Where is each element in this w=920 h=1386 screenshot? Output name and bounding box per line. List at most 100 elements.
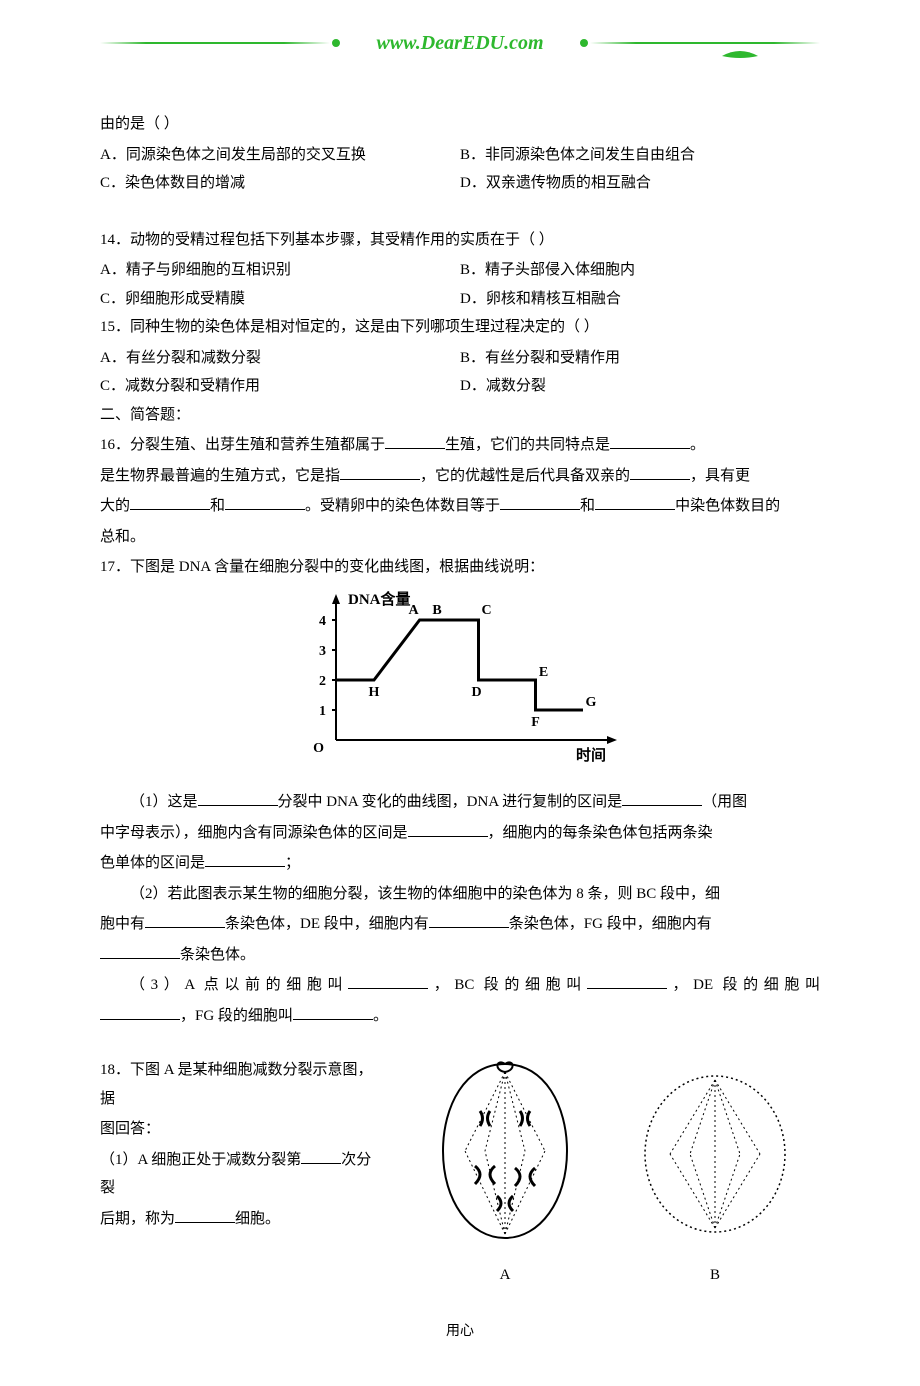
q16-line4: 总和。	[100, 523, 820, 552]
q17-chart: 1234ODNA含量时间HABCDEFG	[100, 590, 820, 781]
q16-t9: 。受精卵中的染色体数目等于	[305, 498, 500, 514]
blank	[408, 821, 488, 837]
blank	[175, 1207, 235, 1223]
q17-p3: （3）A 点以前的细胞叫 ，BC 段的细胞叫 ，DE 段的细胞叫	[100, 971, 820, 1000]
q17-p2b: 胞中有条染色体，DE 段中，细胞内有条染色体，FG 段中，细胞内有	[100, 910, 820, 939]
blank	[622, 790, 702, 806]
q16-t8: 和	[210, 498, 225, 514]
q15-opt-b: B．有丝分裂和受精作用	[460, 344, 820, 373]
q16-t1: 16．分裂生殖、出芽生殖和营养生殖都属于	[100, 437, 385, 453]
blank	[145, 912, 225, 928]
blank	[630, 464, 690, 480]
section-2-title: 二、简答题：	[100, 401, 820, 430]
q15-opt-c: C．减数分裂和受精作用	[100, 372, 460, 401]
t: 后期，称为	[100, 1211, 175, 1227]
leaf-icon	[720, 50, 760, 62]
t: 分裂中 DNA 变化的曲线图，DNA 进行复制的区间是	[278, 794, 623, 810]
header-rule-right	[590, 42, 820, 44]
blank	[198, 790, 278, 806]
q17-intro: 17．下图是 DNA 含量在细胞分裂中的变化曲线图，根据曲线说明：	[100, 553, 820, 582]
t: 。	[373, 1008, 388, 1024]
svg-text:H: H	[369, 685, 380, 700]
t: 中字母表示），细胞内含有同源染色体的区间是	[100, 825, 408, 841]
cell-b-label: B	[635, 1261, 795, 1290]
svg-text:G: G	[586, 695, 597, 710]
t: 条染色体。	[180, 947, 255, 963]
q14-opt-b: B．精子头部侵入体细胞内	[460, 256, 820, 285]
q15-opt-a: A．有丝分裂和减数分裂	[100, 344, 460, 373]
q18-p1: （1）A 细胞正处于减数分裂第次分裂	[100, 1146, 380, 1203]
q13-opt-c: C．染色体数目的增减	[100, 169, 460, 198]
t: 色单体的区间是	[100, 855, 205, 871]
q17-p3b: ，FG 段的细胞叫 。	[100, 1002, 820, 1031]
q13-opt-a: A．同源染色体之间发生局部的交叉互换	[100, 141, 460, 170]
svg-text:4: 4	[319, 614, 326, 629]
cell-b-svg	[635, 1066, 795, 1246]
svg-text:D: D	[471, 685, 481, 700]
q14-opt-c: C．卵细胞形成受精膜	[100, 285, 460, 314]
q16-line2: 是生物界最普遍的生殖方式，它是指，它的优越性是后代具备双亲的，具有更	[100, 462, 820, 491]
q18-text: 18．下图 A 是某种细胞减数分裂示意图，据 图回答： （1）A 细胞正处于减数…	[100, 1056, 380, 1235]
dna-chart-svg: 1234ODNA含量时间HABCDEFG	[300, 590, 620, 770]
document-body: 由的是（ ） A．同源染色体之间发生局部的交叉互换 B．非同源染色体之间发生自由…	[100, 110, 820, 1346]
t: 胞中有	[100, 916, 145, 932]
page-header: www.DearEDU.com	[100, 20, 820, 70]
q13-opt-d: D．双亲遗传物质的相互融合	[460, 169, 820, 198]
q13-opt-b: B．非同源染色体之间发生自由组合	[460, 141, 820, 170]
svg-text:A: A	[409, 603, 420, 618]
q14-stem: 14．动物的受精过程包括下列基本步骤，其受精作用的实质在于（ ）	[100, 226, 820, 255]
q18-intro: 18．下图 A 是某种细胞减数分裂示意图，据	[100, 1056, 380, 1113]
t: （3）A 点以前的细胞叫	[130, 977, 348, 993]
q16-line1: 16．分裂生殖、出芽生殖和营养生殖都属于 生殖，它们的共同特点是 。	[100, 431, 820, 460]
t: （2）若此图表示某生物的细胞分裂，该生物的体细胞中的染色体为 8 条，则 BC …	[130, 886, 720, 902]
svg-text:O: O	[313, 741, 324, 756]
t: ；	[285, 855, 300, 871]
svg-text:3: 3	[319, 644, 326, 659]
q15-stem: 15．同种生物的染色体是相对恒定的，这是由下列哪项生理过程决定的（ ）	[100, 313, 820, 342]
blank	[500, 494, 580, 510]
q18-intro2: 图回答：	[100, 1115, 380, 1144]
t: ，BC 段的细胞叫	[428, 977, 587, 993]
page-footer: 用心	[100, 1319, 820, 1346]
t: （用图	[702, 794, 747, 810]
svg-text:B: B	[432, 603, 441, 618]
q13-options: A．同源染色体之间发生局部的交叉互换 B．非同源染色体之间发生自由组合 C．染色…	[100, 141, 820, 198]
svg-text:DNA含量: DNA含量	[348, 590, 411, 608]
q18-row: 18．下图 A 是某种细胞减数分裂示意图，据 图回答： （1）A 细胞正处于减数…	[100, 1056, 820, 1289]
blank	[100, 943, 180, 959]
svg-text:C: C	[481, 603, 491, 618]
q14-opt-a: A．精子与卵细胞的互相识别	[100, 256, 460, 285]
blank	[340, 464, 420, 480]
svg-text:2: 2	[319, 674, 326, 689]
blank	[595, 494, 675, 510]
t: 条染色体，FG 段中，细胞内有	[509, 916, 712, 932]
q18-p1b: 后期，称为细胞。	[100, 1205, 380, 1234]
blank	[385, 433, 445, 449]
t: ，DE 段的细胞叫	[667, 977, 820, 993]
blank	[225, 494, 305, 510]
q13-stem: 由的是（ ）	[100, 110, 820, 139]
q14-options: A．精子与卵细胞的互相识别 B．精子头部侵入体细胞内 C．卵细胞形成受精膜 D．…	[100, 256, 820, 313]
q16-line3: 大的 和 。受精卵中的染色体数目等于 和 中染色体数目的	[100, 492, 820, 521]
t: （1）A 细胞正处于减数分裂第	[100, 1152, 301, 1168]
svg-text:F: F	[531, 715, 540, 730]
q17-p1b: 中字母表示），细胞内含有同源染色体的区间是 ，细胞内的每条染色体包括两条染	[100, 819, 820, 848]
blank	[293, 1004, 373, 1020]
cell-figure-b: B	[635, 1066, 795, 1289]
q15-options: A．有丝分裂和减数分裂 B．有丝分裂和受精作用 C．减数分裂和受精作用 D．减数…	[100, 344, 820, 401]
q17-p2c: 条染色体。	[100, 941, 820, 970]
q15-opt-d: D．减数分裂	[460, 372, 820, 401]
t: ，细胞内的每条染色体包括两条染	[488, 825, 713, 841]
blank	[301, 1148, 341, 1164]
q16-t2: 生殖，它们的共同特点是	[445, 437, 610, 453]
q16-t11: 中染色体数目的	[675, 498, 780, 514]
svg-text:1: 1	[319, 704, 326, 719]
t: ，FG 段的细胞叫	[180, 1008, 293, 1024]
blank	[429, 912, 509, 928]
t: （1）这是	[130, 794, 198, 810]
q16-t3: 。	[690, 437, 705, 453]
q17-p2: （2）若此图表示某生物的细胞分裂，该生物的体细胞中的染色体为 8 条，则 BC …	[100, 880, 820, 909]
q16-t7: 大的	[100, 498, 130, 514]
blank	[348, 973, 428, 989]
q16-t10: 和	[580, 498, 595, 514]
